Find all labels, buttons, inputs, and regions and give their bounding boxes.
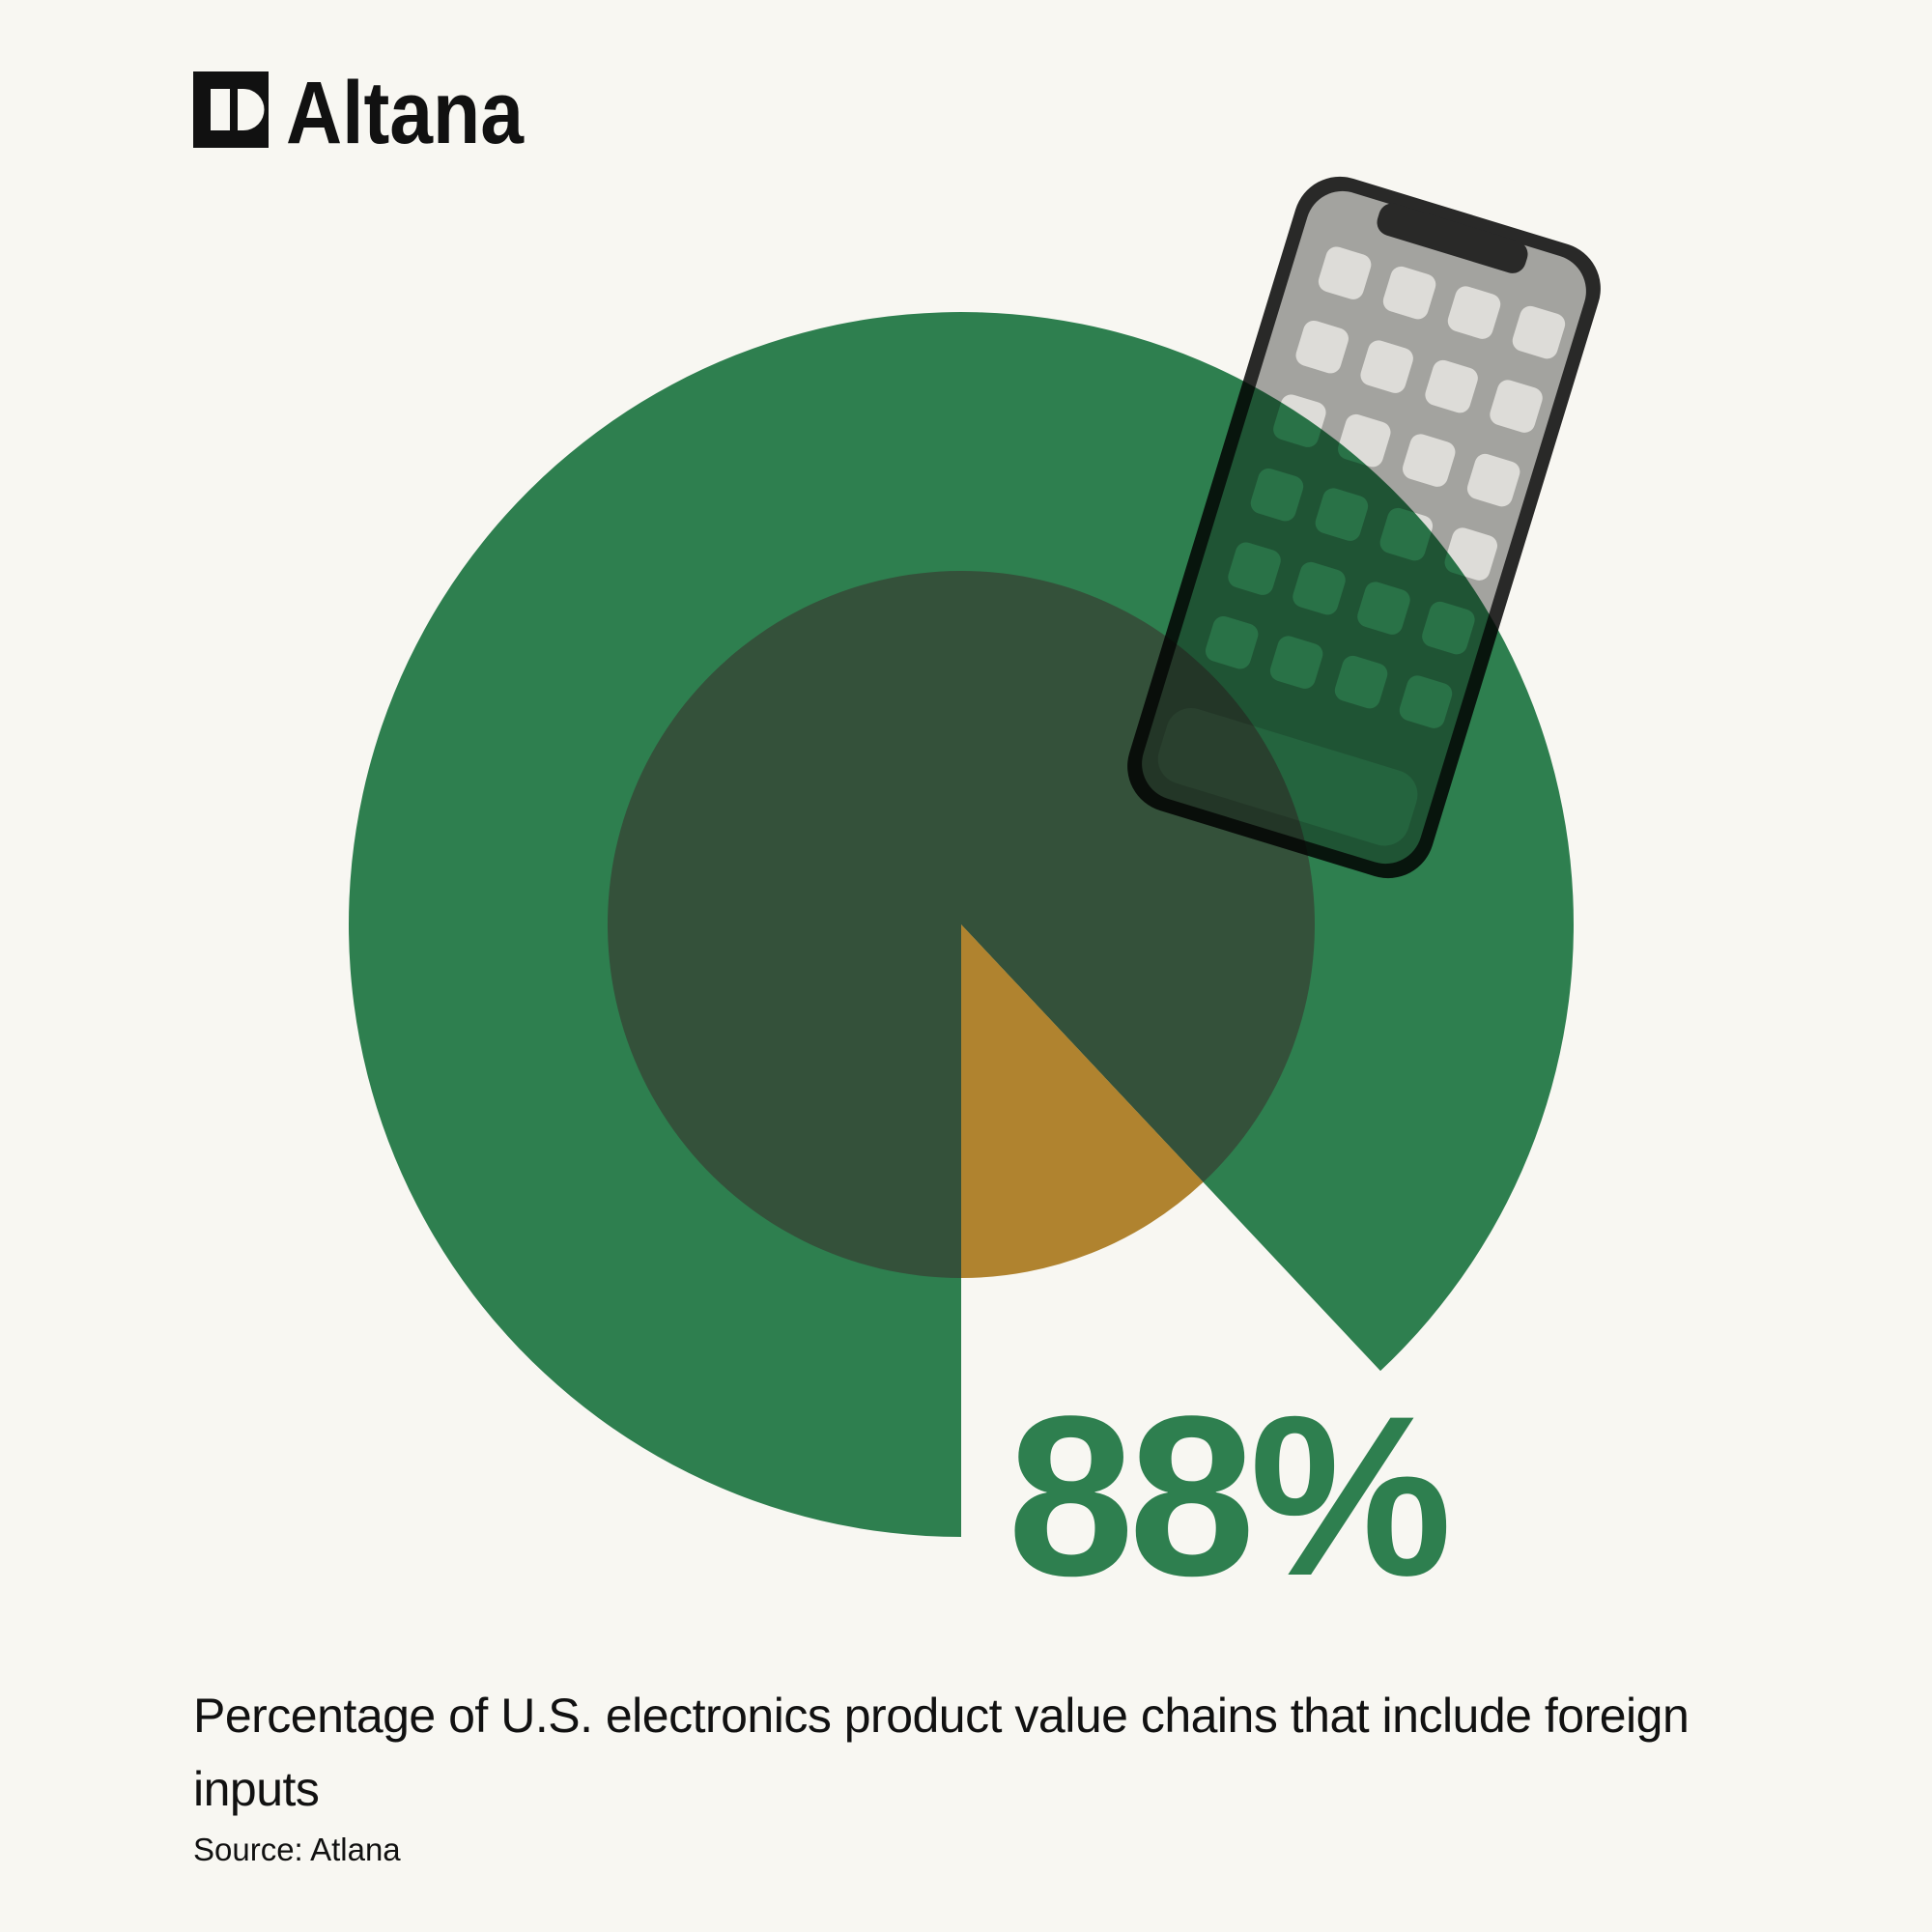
phone-screen bbox=[1142, 190, 1586, 865]
phone-dock bbox=[1157, 707, 1418, 846]
logo-icon-cut bbox=[238, 89, 265, 130]
phone-photo bbox=[1127, 176, 1601, 879]
logo-icon-cut bbox=[211, 89, 230, 130]
app-icons bbox=[1205, 246, 1566, 728]
caption: Percentage of U.S. electronics product v… bbox=[193, 1689, 1690, 1816]
phone-notch bbox=[1377, 203, 1528, 273]
value-label: 88% bbox=[1008, 1369, 1447, 1624]
brand: Altana bbox=[286, 64, 525, 162]
rest-slice bbox=[961, 924, 1204, 1278]
source: Source: Atlana bbox=[193, 1832, 401, 1867]
logo: Altana bbox=[193, 64, 525, 162]
